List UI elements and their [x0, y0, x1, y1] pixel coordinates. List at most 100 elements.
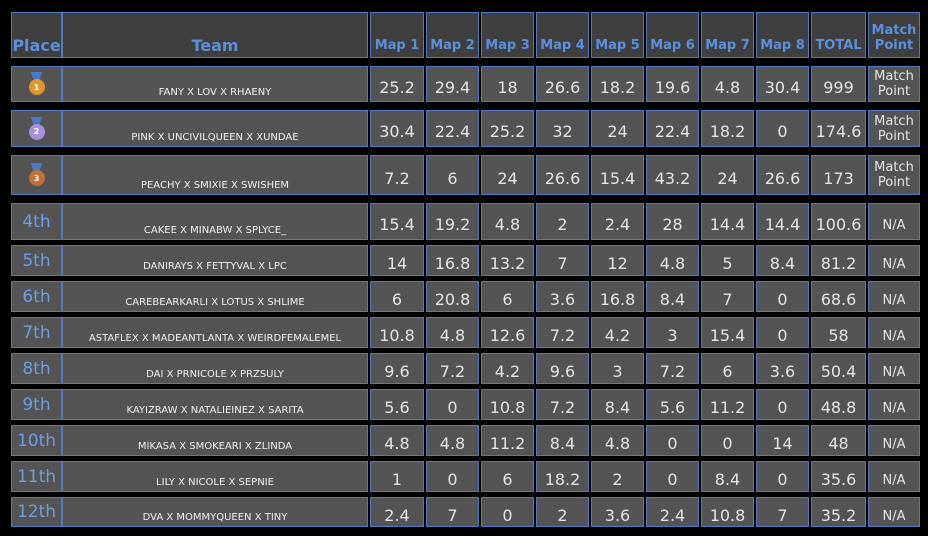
map-score: 25.2 [481, 110, 534, 147]
map-score: 12.6 [481, 317, 534, 348]
total-score: 174.6 [811, 110, 866, 147]
map-score: 0 [426, 389, 479, 420]
map-score: 10.8 [370, 317, 424, 348]
map-score: 7.2 [646, 353, 699, 384]
map-score: 5.6 [370, 389, 424, 420]
map-score: 4.2 [481, 353, 534, 384]
medal-icon: 2 [28, 116, 46, 141]
team-cell: MIKASA X SMOKEARI X ZLINDA [62, 425, 368, 456]
map-score: 4.8 [646, 245, 699, 276]
header-cell: Place [11, 12, 62, 58]
map-score: 0 [756, 110, 809, 147]
map-score: 26.6 [536, 155, 589, 195]
map-score: 15.4 [370, 203, 424, 240]
map-score: 22.4 [426, 110, 479, 147]
map-score: 4.8 [481, 203, 534, 240]
map-score: 7.2 [536, 389, 589, 420]
place-cell: 7th [11, 317, 62, 348]
status-cell: N/A [868, 425, 920, 456]
map-score: 14.4 [756, 203, 809, 240]
team-cell: PEACHY X SMIXIE X SWISHEM [62, 155, 368, 195]
map-score: 2 [536, 497, 589, 527]
medal-ribbon [30, 72, 43, 81]
medal-ribbon [30, 116, 43, 126]
map-score: 7 [426, 497, 479, 527]
medal-icon: 1 [28, 72, 46, 96]
map-score: 6 [426, 155, 479, 195]
map-score: 7.2 [426, 353, 479, 384]
map-score: 4.8 [370, 425, 424, 456]
map-score: 11.2 [701, 389, 754, 420]
map-score: 20.8 [426, 281, 479, 312]
map-score: 19.2 [426, 203, 479, 240]
header-cell: Map 2 [426, 12, 479, 58]
map-score: 7.2 [370, 155, 424, 195]
map-score: 3 [646, 317, 699, 348]
map-score: 6 [370, 281, 424, 312]
map-score: 43.2 [646, 155, 699, 195]
map-score: 6 [701, 353, 754, 384]
team-cell: CAKEE X MINABW X SPLYCE_ [62, 203, 368, 240]
map-score: 10.8 [701, 497, 754, 527]
map-score: 0 [646, 461, 699, 492]
place-cell: 6th [11, 281, 62, 312]
map-score: 2.4 [370, 497, 424, 527]
status-cell: N/A [868, 389, 920, 420]
total-score: 999 [811, 66, 866, 102]
map-score: 15.4 [591, 155, 644, 195]
map-score: 9.6 [536, 353, 589, 384]
team-cell: ASTAFLEX X MADEANTLANTA X WEIRDFEMALEMEL [62, 317, 368, 348]
header-cell: Map 7 [701, 12, 754, 58]
map-score: 28 [646, 203, 699, 240]
medal-rank: 1 [28, 79, 45, 95]
map-score: 0 [756, 389, 809, 420]
map-score: 8.4 [646, 281, 699, 312]
header-cell: Map 3 [481, 12, 534, 58]
map-score: 19.6 [646, 66, 699, 102]
map-score: 7.2 [536, 317, 589, 348]
team-cell: CAREBEARKARLI X LOTUS X SHLIME [62, 281, 368, 312]
map-score: 10.8 [481, 389, 534, 420]
total-score: 173 [811, 155, 866, 195]
map-score: 18.2 [591, 66, 644, 102]
header-cell: Map 4 [536, 12, 589, 58]
header-cell: Map 8 [756, 12, 809, 58]
status-cell: N/A [868, 245, 920, 276]
map-score: 32 [536, 110, 589, 147]
map-score: 12 [591, 245, 644, 276]
map-score: 9.6 [370, 353, 424, 384]
map-score: 0 [701, 425, 754, 456]
map-score: 26.6 [536, 66, 589, 102]
status-cell: N/A [868, 497, 920, 527]
total-score: 48.8 [811, 389, 866, 420]
place-cell: 4th [11, 203, 62, 240]
map-score: 7 [701, 281, 754, 312]
medal-rank: 2 [28, 123, 45, 140]
medal-icon: 3 [28, 163, 46, 187]
header-cell: TOTAL [811, 12, 866, 58]
status-cell: N/A [868, 281, 920, 312]
place-cell: 9th [11, 389, 62, 420]
map-score: 0 [756, 281, 809, 312]
map-score: 24 [591, 110, 644, 147]
team-cell: DANIRAYS X FETTYVAL X LPC [62, 245, 368, 276]
map-score: 5 [701, 245, 754, 276]
map-score: 0 [646, 425, 699, 456]
header-cell: Map 6 [646, 12, 699, 58]
total-score: 58 [811, 317, 866, 348]
map-score: 8.4 [701, 461, 754, 492]
map-score: 8.4 [756, 245, 809, 276]
map-score: 3.6 [591, 497, 644, 527]
map-score: 4.2 [591, 317, 644, 348]
header-cell: Team [62, 12, 368, 58]
map-score: 0 [426, 461, 479, 492]
map-score: 14 [370, 245, 424, 276]
status-cell: N/A [868, 317, 920, 348]
map-score: 3 [591, 353, 644, 384]
total-score: 35.6 [811, 461, 866, 492]
map-score: 24 [701, 155, 754, 195]
map-score: 0 [481, 497, 534, 527]
place-cell: 2 [11, 110, 62, 147]
map-score: 24 [481, 155, 534, 195]
